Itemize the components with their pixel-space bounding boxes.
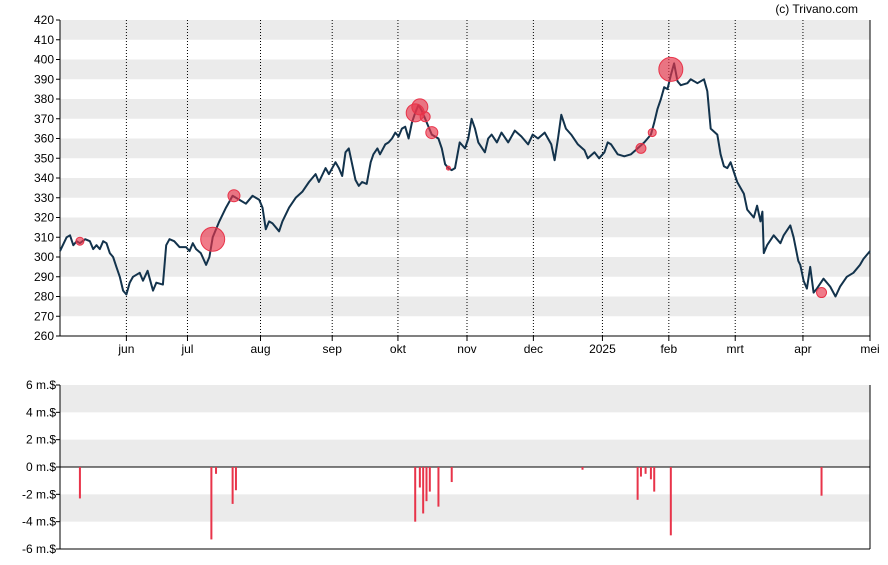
volume-band <box>60 439 870 467</box>
x-tick-label: nov <box>457 342 476 356</box>
volume-bar <box>644 467 647 474</box>
x-tick-label: 2025 <box>589 342 616 356</box>
x-tick-label: dec <box>524 342 543 356</box>
y-tick-label: 270 <box>34 309 54 323</box>
volume-bar <box>581 467 584 470</box>
trade-marker <box>445 165 451 171</box>
volume-bar <box>428 467 431 492</box>
volume-bar <box>414 467 417 522</box>
y-tick-label: 340 <box>34 171 54 185</box>
trade-marker <box>227 189 241 203</box>
trade-marker <box>75 236 85 246</box>
y-tick-label: 360 <box>34 132 54 146</box>
volume-band <box>60 385 870 413</box>
volume-bar <box>78 467 81 499</box>
volume-bar <box>425 467 428 502</box>
y-tick-label: 350 <box>34 151 54 165</box>
volume-tick-label: -4 m.$ <box>22 515 56 529</box>
volume-bar <box>820 467 823 496</box>
volume-bar <box>437 467 440 507</box>
volume-bar <box>418 467 421 488</box>
x-tick-label: sep <box>323 342 343 356</box>
volume-tick-label: 4 m.$ <box>26 405 56 419</box>
price-band <box>60 59 870 80</box>
y-tick-label: 290 <box>34 270 54 284</box>
trade-marker <box>411 98 429 116</box>
x-tick-label: mrt <box>727 342 745 356</box>
volume-bar <box>234 467 237 491</box>
trade-marker <box>635 142 647 154</box>
price-panel: 260 270 280 290 300 310 320 330 340 350 360 370 380 3… <box>34 13 880 356</box>
volume-bar <box>422 467 425 514</box>
price-band <box>60 99 870 119</box>
volume-tick-label: 0 m.$ <box>26 460 56 474</box>
x-tick-label: mei <box>860 342 879 356</box>
volume-bar <box>649 467 652 480</box>
price-band <box>60 20 870 40</box>
y-tick-label: 400 <box>34 53 54 67</box>
x-tick-label: okt <box>390 342 407 356</box>
trade-marker <box>419 111 431 123</box>
volume-bar <box>653 467 656 492</box>
volume-bar <box>669 467 672 536</box>
y-tick-label: 310 <box>34 230 54 244</box>
x-tick-label: jul <box>180 342 193 356</box>
trade-marker <box>816 287 828 299</box>
trade-marker <box>658 56 684 82</box>
trade-marker <box>647 128 657 138</box>
volume-bar <box>639 467 642 477</box>
x-tick-label: apr <box>794 342 811 356</box>
copyright-label: (c) Trivano.com <box>775 2 858 16</box>
volume-bar <box>636 467 639 500</box>
volume-tick-label: 2 m.$ <box>26 433 56 447</box>
y-tick-label: 280 <box>34 290 54 304</box>
price-band <box>60 296 870 317</box>
price-line <box>59 62 871 298</box>
y-tick-label: 370 <box>34 112 54 126</box>
price-band <box>60 257 870 277</box>
volume-bar <box>215 467 218 474</box>
volume-bar <box>210 467 213 540</box>
y-tick-label: 410 <box>34 33 54 47</box>
trade-marker <box>425 126 439 140</box>
x-tick-label: feb <box>660 342 677 356</box>
volume-panel: 6 m.$ 4 m.$ 2 m.$ 0 m.$ -2 m.$ -4 m.$ -6 m.$ <box>22 378 871 556</box>
y-tick-label: 300 <box>34 250 54 264</box>
volume-tick-label: -6 m.$ <box>22 542 56 556</box>
price-band <box>60 217 870 238</box>
y-tick-label: 320 <box>34 211 54 225</box>
y-tick-label: 260 <box>34 329 54 343</box>
volume-bar <box>450 467 453 483</box>
volume-tick-label: -2 m.$ <box>22 487 56 501</box>
x-tick-label: aug <box>250 342 270 356</box>
volume-bar <box>231 467 234 504</box>
y-tick-label: 380 <box>34 92 54 106</box>
trade-marker <box>200 226 226 252</box>
x-tick-label: jun <box>117 342 134 356</box>
y-tick-label: 330 <box>34 191 54 205</box>
volume-tick-label: 6 m.$ <box>26 378 56 392</box>
y-tick-label: 420 <box>34 13 54 27</box>
price-band <box>60 178 870 198</box>
y-tick-label: 390 <box>34 72 54 86</box>
volume-band <box>60 494 870 522</box>
